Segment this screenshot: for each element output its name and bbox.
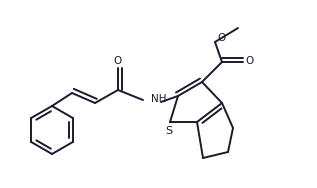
Text: O: O [218,33,226,43]
Text: O: O [246,56,254,66]
Text: O: O [113,56,121,66]
Text: NH: NH [151,94,166,104]
Text: S: S [165,126,172,136]
